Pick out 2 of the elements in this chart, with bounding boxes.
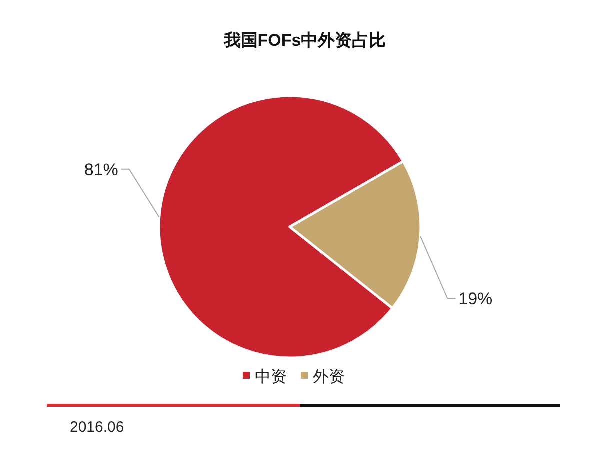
title: 我国FOFs中外资占比	[224, 31, 386, 50]
annotation: 2016.06	[70, 419, 124, 436]
